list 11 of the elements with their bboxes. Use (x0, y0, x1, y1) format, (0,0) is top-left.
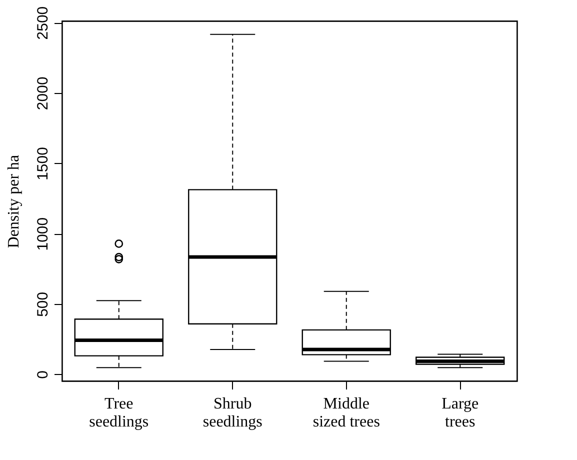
x-tick-label: Tree seedlings (89, 396, 149, 430)
y-tick-label: 1000 (34, 217, 52, 251)
y-tick-label: 0 (34, 370, 52, 379)
y-tick-label: 2000 (34, 76, 52, 110)
x-tick-label: Middle sized trees (312, 396, 380, 430)
x-tick-label: Large trees (442, 396, 479, 430)
y-axis-title: Density per ha (6, 154, 22, 248)
y-tick-label: 2500 (34, 6, 52, 40)
x-tick-label: Shrub seedlings (202, 396, 262, 430)
y-tick-label: 500 (34, 292, 52, 317)
y-tick-label: 1500 (34, 147, 52, 180)
